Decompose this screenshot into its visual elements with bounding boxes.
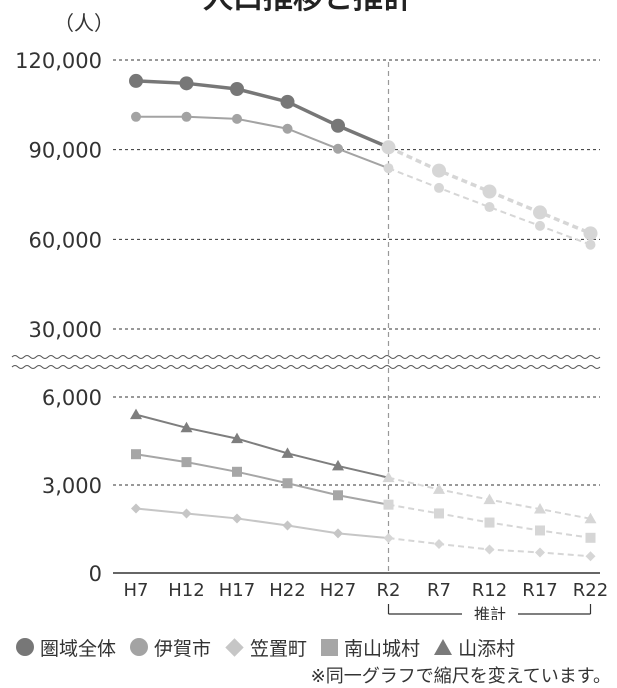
y-tick-label: 60,000 [29, 228, 102, 252]
circle-marker-icon [130, 638, 149, 656]
legend-item-kasagi: 笠置町 [225, 634, 307, 661]
data-point [131, 449, 141, 460]
data-point [434, 182, 444, 193]
data-point [232, 466, 242, 477]
data-point [434, 508, 444, 519]
data-point [181, 457, 192, 468]
y-axis-unit: （人） [54, 11, 114, 35]
data-point [181, 508, 192, 519]
data-point [282, 520, 293, 531]
y-tick-label: 120,000 [15, 49, 102, 73]
series-line [135, 413, 389, 479]
data-point [333, 528, 343, 539]
data-point [180, 421, 193, 433]
chart-legend: 圏域全体 伊賀市 笠置町 南山城村 山添村 [16, 632, 616, 662]
data-point [382, 471, 395, 483]
triangle-marker-icon [434, 639, 453, 655]
chart-title: 人口推移と推計 [203, 0, 413, 16]
legend-item-region-total: 圏域全体 [16, 634, 116, 661]
x-tick-label: H22 [269, 580, 305, 601]
data-point [383, 533, 394, 544]
data-point [130, 408, 142, 420]
scale-note: ※同一グラフで縮尺を変えています。 [310, 666, 611, 687]
y-tick-label: 0 [89, 562, 102, 586]
legend-label: 笠置町 [250, 637, 308, 660]
y-tick-label: 3,000 [42, 474, 102, 498]
series-line [135, 507, 389, 540]
legend-label: 圏域全体 [40, 637, 117, 660]
data-point [383, 163, 394, 174]
data-point [535, 220, 545, 231]
population-chart: 人口推移と推計 （人） 120,000 90,000 60,000 30,000 6,000… [10, 0, 608, 620]
legend-label: 山添村 [458, 637, 516, 660]
data-point [232, 513, 242, 524]
data-point [131, 111, 141, 122]
data-point [535, 525, 545, 536]
data-point [280, 94, 295, 109]
data-point [482, 184, 497, 199]
legend-label: 南山城村 [344, 637, 421, 660]
projection-label: 推計 [474, 605, 506, 620]
series-line [135, 79, 390, 149]
x-tick-label: H27 [320, 580, 356, 601]
x-tick-label: R22 [573, 580, 608, 601]
diamond-marker-icon [225, 637, 244, 657]
data-point [232, 113, 242, 124]
data-point [433, 483, 445, 494]
data-point [131, 503, 141, 514]
data-point [282, 478, 293, 489]
data-point [179, 76, 194, 91]
data-point [181, 111, 192, 122]
data-point [129, 73, 143, 88]
data-point [585, 239, 596, 250]
x-tick-label: H7 [124, 580, 149, 601]
data-point [584, 512, 597, 524]
data-point [533, 205, 547, 220]
legend-label: 伊賀市 [154, 637, 212, 660]
y-tick-label: 90,000 [29, 139, 102, 163]
data-point [583, 226, 598, 241]
data-point [484, 517, 495, 528]
data-point [434, 538, 444, 549]
square-marker-icon [321, 638, 339, 656]
data-point [230, 81, 244, 96]
axis-break-wave [11, 365, 601, 369]
axis-break-wave [11, 355, 601, 359]
series-line [136, 115, 389, 170]
data-point [333, 143, 343, 154]
data-point [535, 547, 545, 558]
data-point [432, 163, 446, 178]
data-point [331, 118, 345, 133]
x-tick-label: R17 [522, 580, 557, 601]
data-point [483, 493, 496, 505]
data-point [332, 459, 344, 471]
data-point [282, 123, 293, 134]
data-point [484, 544, 495, 555]
data-point [383, 499, 394, 510]
data-point [281, 447, 294, 458]
y-tick-label: 6,000 [42, 386, 102, 410]
x-tick-label: H17 [219, 580, 255, 601]
x-tick-label: R2 [377, 580, 401, 601]
series-line [135, 453, 389, 506]
data-point [585, 551, 596, 562]
x-tick-label: R7 [427, 580, 451, 601]
data-point [484, 202, 495, 213]
legend-item-yamazoe: 山添村 [434, 634, 515, 661]
data-point [534, 503, 546, 514]
circle-marker-icon [16, 638, 34, 656]
y-tick-label: 30,000 [29, 318, 102, 342]
x-tick-label: R12 [472, 580, 507, 601]
legend-item-iga: 伊賀市 [130, 634, 211, 661]
series-line-projection [388, 167, 591, 246]
data-point [381, 140, 396, 155]
data-point [333, 490, 343, 501]
x-tick-label: H12 [168, 580, 204, 601]
data-point [231, 432, 243, 444]
legend-item-minamiyamashiro: 南山城村 [321, 634, 420, 661]
data-point [585, 532, 596, 543]
